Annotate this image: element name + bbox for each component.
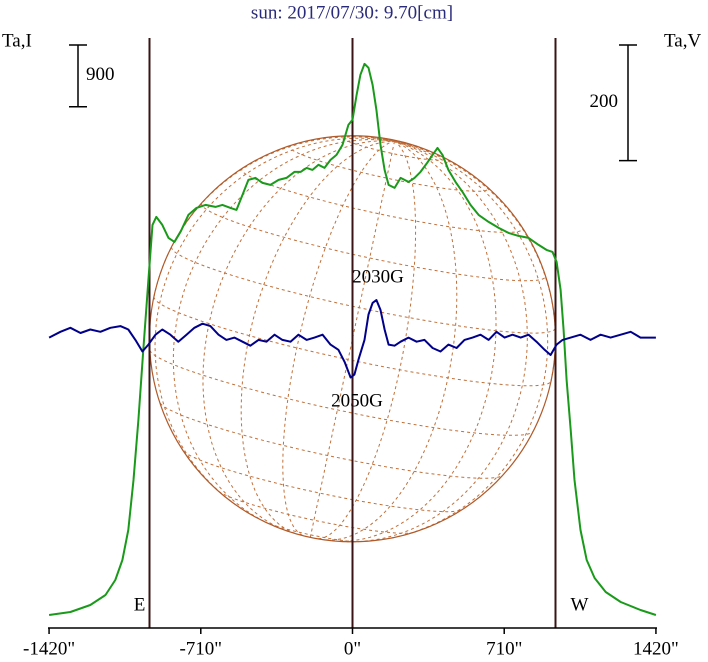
scale-bar-label: 900 — [86, 64, 115, 85]
longitude-line — [332, 140, 497, 542]
east-label: E — [134, 594, 146, 615]
longitude-line — [282, 140, 395, 536]
annotation: 2030G — [352, 266, 404, 287]
longitude-line — [391, 140, 549, 539]
longitude-line — [172, 139, 395, 527]
longitude-line — [154, 137, 395, 506]
longitude-line — [153, 136, 395, 297]
y-axis-label: Ta,I — [2, 30, 32, 51]
latitude-line — [200, 202, 546, 282]
longitude-line — [240, 140, 395, 534]
series-line — [48, 62, 657, 616]
west-label: W — [571, 594, 589, 615]
longitude-line — [309, 141, 395, 538]
series-line — [48, 299, 656, 379]
annotation: 2050G — [331, 390, 383, 411]
x-tick-label: 0" — [344, 638, 361, 659]
longitude-line — [202, 140, 395, 532]
x-tick-label: -710" — [179, 638, 222, 659]
x-tick-label: -1420" — [23, 638, 75, 659]
latitude-line — [159, 402, 503, 479]
longitude-line — [325, 140, 458, 541]
latitude-line — [183, 450, 462, 513]
latitude-line — [289, 144, 489, 192]
scale-bar-label: 200 — [590, 91, 619, 112]
x-tick-label: 1420" — [633, 638, 679, 659]
latitude-line — [149, 350, 534, 436]
longitude-line — [346, 140, 528, 543]
x-tick-label: 710" — [486, 638, 522, 659]
y2-axis-label: Ta,V — [664, 30, 701, 51]
chart-title: sun: 2017/07/30: 9.70[cm] — [251, 2, 453, 23]
latitude-line — [218, 490, 413, 534]
